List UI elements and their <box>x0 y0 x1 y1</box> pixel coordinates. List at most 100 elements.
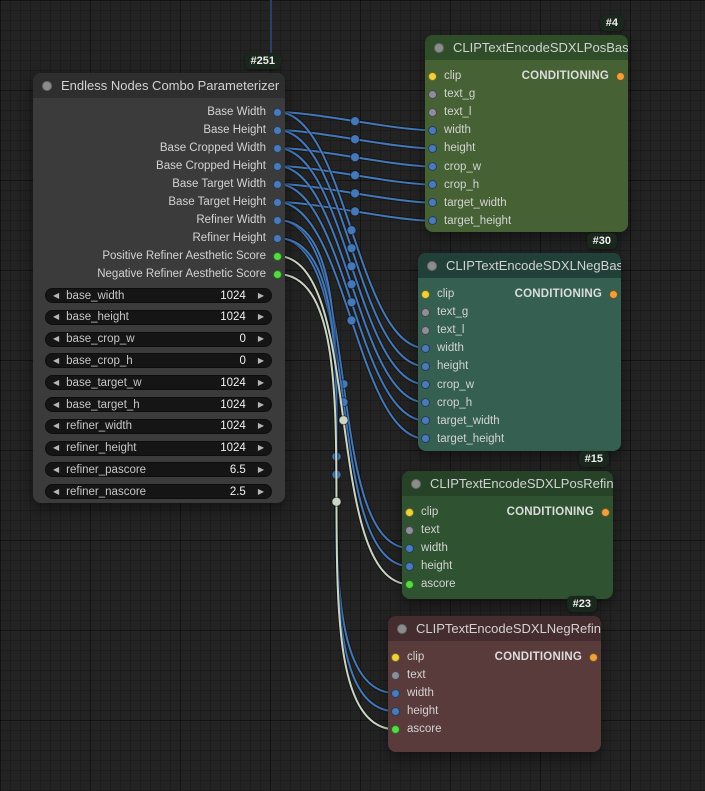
output-slot-icon[interactable] <box>589 652 598 662</box>
link-midpoint-dot[interactable] <box>350 116 360 127</box>
input-slot-icon[interactable] <box>428 216 437 226</box>
output-port-base-target-width[interactable]: Base Target Width <box>172 175 282 193</box>
link-midpoint-dot[interactable] <box>350 188 360 199</box>
widget-increment-arrow-icon[interactable]: ▶ <box>257 312 264 322</box>
widget-decrement-arrow-icon[interactable]: ◀ <box>53 464 60 474</box>
input-slot-icon[interactable] <box>428 180 437 190</box>
input-port-height[interactable]: height <box>428 139 475 157</box>
input-port-width[interactable]: width <box>428 121 471 139</box>
widget-value[interactable]: 1024 <box>220 442 246 455</box>
input-port-text-l[interactable]: text_l <box>428 103 472 121</box>
widget-increment-arrow-icon[interactable]: ▶ <box>257 464 264 474</box>
input-port-crop-w[interactable]: crop_w <box>428 158 481 176</box>
output-port-conditioning[interactable]: CONDITIONING <box>515 285 618 303</box>
widget-increment-arrow-icon[interactable]: ▶ <box>257 421 264 431</box>
input-port-height[interactable]: height <box>421 357 468 375</box>
output-slot-icon[interactable] <box>273 269 282 279</box>
input-slot-icon[interactable] <box>428 89 437 99</box>
input-slot-icon[interactable] <box>391 724 400 734</box>
link-midpoint-dot[interactable] <box>346 243 357 254</box>
input-slot-icon[interactable] <box>421 289 430 299</box>
widget-value[interactable]: 1024 <box>220 376 246 389</box>
output-port-base-cropped-height[interactable]: Base Cropped Height <box>156 157 282 175</box>
input-slot-icon[interactable] <box>405 507 414 517</box>
input-slot-icon[interactable] <box>428 71 437 81</box>
output-slot-icon[interactable] <box>273 179 282 189</box>
input-slot-icon[interactable] <box>405 579 414 589</box>
widget-increment-arrow-icon[interactable]: ▶ <box>257 355 264 365</box>
input-port-text-l[interactable]: text_l <box>421 321 465 339</box>
output-port-base-cropped-width[interactable]: Base Cropped Width <box>160 139 282 157</box>
output-port-refiner-width[interactable]: Refiner Width <box>196 211 282 229</box>
input-port-target-height[interactable]: target_height <box>421 430 504 448</box>
input-port-width[interactable]: width <box>391 684 434 702</box>
link-midpoint-dot[interactable] <box>346 279 357 290</box>
output-slot-icon[interactable] <box>273 125 282 135</box>
input-slot-icon[interactable] <box>421 361 430 371</box>
output-port-base-target-height[interactable]: Base Target Height <box>168 193 282 211</box>
widget-decrement-arrow-icon[interactable]: ◀ <box>53 443 60 453</box>
node-cliptextencodesdxlposbase[interactable]: #4 CLIPTextEncodeSDXLPosBase clip text_g tex… <box>425 15 628 232</box>
input-port-clip[interactable]: clip <box>391 648 424 666</box>
widget-decrement-arrow-icon[interactable]: ◀ <box>53 377 60 387</box>
widget-decrement-arrow-icon[interactable]: ◀ <box>53 312 60 322</box>
widget-decrement-arrow-icon[interactable]: ◀ <box>53 486 60 496</box>
output-port-conditioning[interactable]: CONDITIONING <box>507 503 610 521</box>
node-titlebar[interactable]: CLIPTextEncodeSDXLNegBase <box>418 253 621 278</box>
link-midpoint-dot[interactable] <box>350 152 360 163</box>
input-port-height[interactable]: height <box>391 702 438 720</box>
output-slot-icon[interactable] <box>616 71 625 81</box>
node-titlebar[interactable]: CLIPTextEncodeSDXLNegRefiner <box>388 616 601 641</box>
link-midpoint-dot[interactable] <box>346 315 357 326</box>
collapse-dot-icon[interactable] <box>397 623 407 634</box>
collapse-dot-icon[interactable] <box>411 478 421 489</box>
input-slot-icon[interactable] <box>405 543 414 553</box>
input-slot-icon[interactable] <box>421 307 430 317</box>
input-slot-icon[interactable] <box>428 107 437 117</box>
output-port-positive-refiner-aesthetic-score[interactable]: Positive Refiner Aesthetic Score <box>102 247 282 265</box>
node-cliptextencodesdxlnegrefiner[interactable]: #23 CLIPTextEncodeSDXLNegRefiner clip text w… <box>388 596 601 752</box>
widget-base-target-h[interactable]: ◀ base_target_h 1024 ▶ <box>45 397 272 412</box>
widget-decrement-arrow-icon[interactable]: ◀ <box>53 334 60 344</box>
widget-value[interactable]: 1024 <box>220 311 246 324</box>
collapse-dot-icon[interactable] <box>427 260 437 271</box>
node-cliptextencodesdxlposrefiner[interactable]: #15 CLIPTextEncodeSDXLPosRefiner clip text w… <box>402 451 613 599</box>
widget-value[interactable]: 1024 <box>220 398 246 411</box>
widget-base-width[interactable]: ◀ base_width 1024 ▶ <box>45 288 272 303</box>
input-port-height[interactable]: height <box>405 557 452 575</box>
input-slot-icon[interactable] <box>391 688 400 698</box>
input-port-ascore[interactable]: ascore <box>391 720 442 738</box>
input-slot-icon[interactable] <box>428 125 437 135</box>
widget-decrement-arrow-icon[interactable]: ◀ <box>53 421 60 431</box>
input-port-width[interactable]: width <box>405 539 448 557</box>
link-midpoint-dot[interactable] <box>350 134 360 145</box>
link-midpoint-dot[interactable] <box>346 297 357 308</box>
widget-value[interactable]: 6.5 <box>229 463 246 476</box>
input-slot-icon[interactable] <box>391 706 400 716</box>
node-cliptextencodesdxlnegbase[interactable]: #30 CLIPTextEncodeSDXLNegBase clip text_g te… <box>418 233 621 451</box>
output-slot-icon[interactable] <box>273 107 282 117</box>
input-port-clip[interactable]: clip <box>405 503 438 521</box>
link-midpoint-dot[interactable] <box>338 415 349 426</box>
node-titlebar[interactable]: Endless Nodes Combo Parameterizer <box>33 73 285 98</box>
node-endless-nodes-combo-parameterizer[interactable]: #251 Endless Nodes Combo Parameterizer Bas… <box>33 53 285 503</box>
input-slot-icon[interactable] <box>421 416 430 426</box>
widget-decrement-arrow-icon[interactable]: ◀ <box>53 399 60 409</box>
widget-base-height[interactable]: ◀ base_height 1024 ▶ <box>45 309 272 325</box>
widget-refiner-pascore[interactable]: ◀ refiner_pascore 6.5 ▶ <box>45 462 272 478</box>
widget-increment-arrow-icon[interactable]: ▶ <box>257 290 264 300</box>
input-port-text-g[interactable]: text_g <box>428 85 475 103</box>
widget-base-crop-h[interactable]: ◀ base_crop_h 0 ▶ <box>45 353 272 369</box>
input-port-crop-h[interactable]: crop_h <box>421 394 472 412</box>
input-port-clip[interactable]: clip <box>428 67 461 85</box>
node-titlebar[interactable]: CLIPTextEncodeSDXLPosBase <box>425 35 628 60</box>
output-slot-icon[interactable] <box>273 161 282 171</box>
output-slot-icon[interactable] <box>609 289 618 299</box>
widget-decrement-arrow-icon[interactable]: ◀ <box>53 290 60 300</box>
input-port-width[interactable]: width <box>421 339 464 357</box>
output-port-base-width[interactable]: Base Width <box>207 103 282 121</box>
widget-base-crop-w[interactable]: ◀ base_crop_w 0 ▶ <box>45 331 272 347</box>
widget-increment-arrow-icon[interactable]: ▶ <box>257 443 264 453</box>
widget-increment-arrow-icon[interactable]: ▶ <box>257 486 264 496</box>
input-slot-icon[interactable] <box>405 561 414 571</box>
